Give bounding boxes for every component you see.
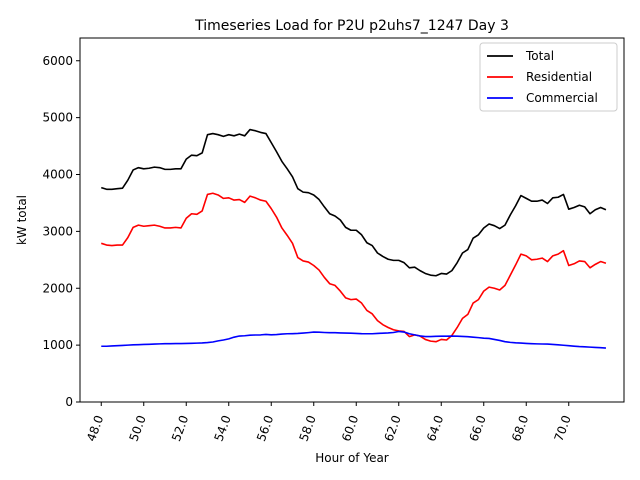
chart-title: Timeseries Load for P2U p2uhs7_1247 Day … (194, 18, 509, 34)
legend-label-residential: Residential (526, 70, 592, 84)
y-tick-label: 4000 (42, 168, 73, 182)
y-tick-label: 2000 (42, 281, 73, 295)
y-tick-label: 5000 (42, 111, 73, 125)
y-tick-label: 6000 (42, 54, 73, 68)
series-line-residential (101, 192, 607, 343)
legend-label-commercial: Commercial (526, 91, 598, 105)
legend-label-total: Total (525, 49, 554, 63)
x-axis-label: Hour of Year (315, 451, 389, 465)
y-axis-label: kW total (15, 195, 29, 245)
series-layer (101, 128, 607, 349)
y-tick-label: 0 (65, 395, 73, 409)
y-tick-label: 3000 (42, 224, 73, 238)
y-axis: 0 1000 2000 3000 4000 5000 6000 (42, 54, 80, 409)
legend-box (479, 42, 618, 112)
plot-frame (79, 37, 625, 403)
series-line-commercial (101, 330, 607, 349)
series-line-total (101, 128, 607, 277)
legend: Total Residential Commercial (479, 42, 618, 112)
y-tick-label: 1000 (42, 338, 73, 352)
